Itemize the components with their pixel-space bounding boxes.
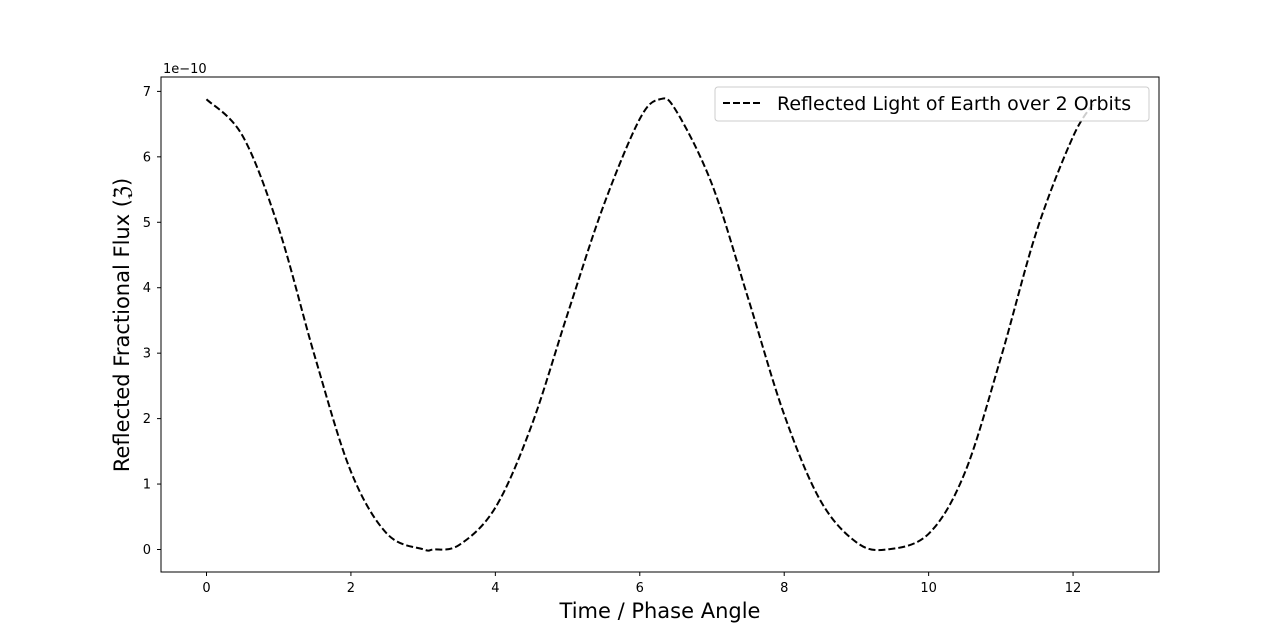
y-tick-label: 7 bbox=[143, 85, 151, 100]
series-line bbox=[205, 97, 1096, 552]
y-axis: 0 1 2 3 4 5 6 7 bbox=[143, 85, 161, 558]
x-axis-label: Time / Phase Angle bbox=[559, 599, 761, 623]
x-axis: 0 2 4 6 8 10 12 bbox=[202, 572, 1081, 596]
y-tick-label: 3 bbox=[143, 347, 151, 362]
plot-area bbox=[205, 97, 1096, 552]
y-tick-label: 4 bbox=[143, 281, 151, 296]
x-tick-label: 4 bbox=[491, 581, 499, 596]
x-tick-label: 2 bbox=[347, 581, 355, 596]
y-tick-label: 0 bbox=[143, 543, 151, 558]
y-axis-label: Reflected Fractional Flux (ℨ) bbox=[110, 178, 134, 472]
x-tick-label: 6 bbox=[636, 581, 644, 596]
x-tick-label: 10 bbox=[920, 581, 937, 596]
x-tick-label: 8 bbox=[780, 581, 788, 596]
y-tick-label: 2 bbox=[143, 412, 151, 427]
y-tick-label: 6 bbox=[143, 150, 151, 165]
legend-label: Reflected Light of Earth over 2 Orbits bbox=[777, 93, 1131, 115]
y-offset-text: 1e−10 bbox=[163, 62, 207, 77]
legend-box bbox=[714, 86, 1150, 122]
legend: Reflected Light of Earth over 2 Orbits bbox=[714, 86, 1150, 122]
x-tick-label: 0 bbox=[202, 581, 210, 596]
axes-frame bbox=[160, 76, 1160, 573]
y-tick-label: 1 bbox=[143, 478, 151, 493]
y-tick-label: 5 bbox=[143, 216, 151, 231]
x-tick-label: 12 bbox=[1065, 581, 1082, 596]
